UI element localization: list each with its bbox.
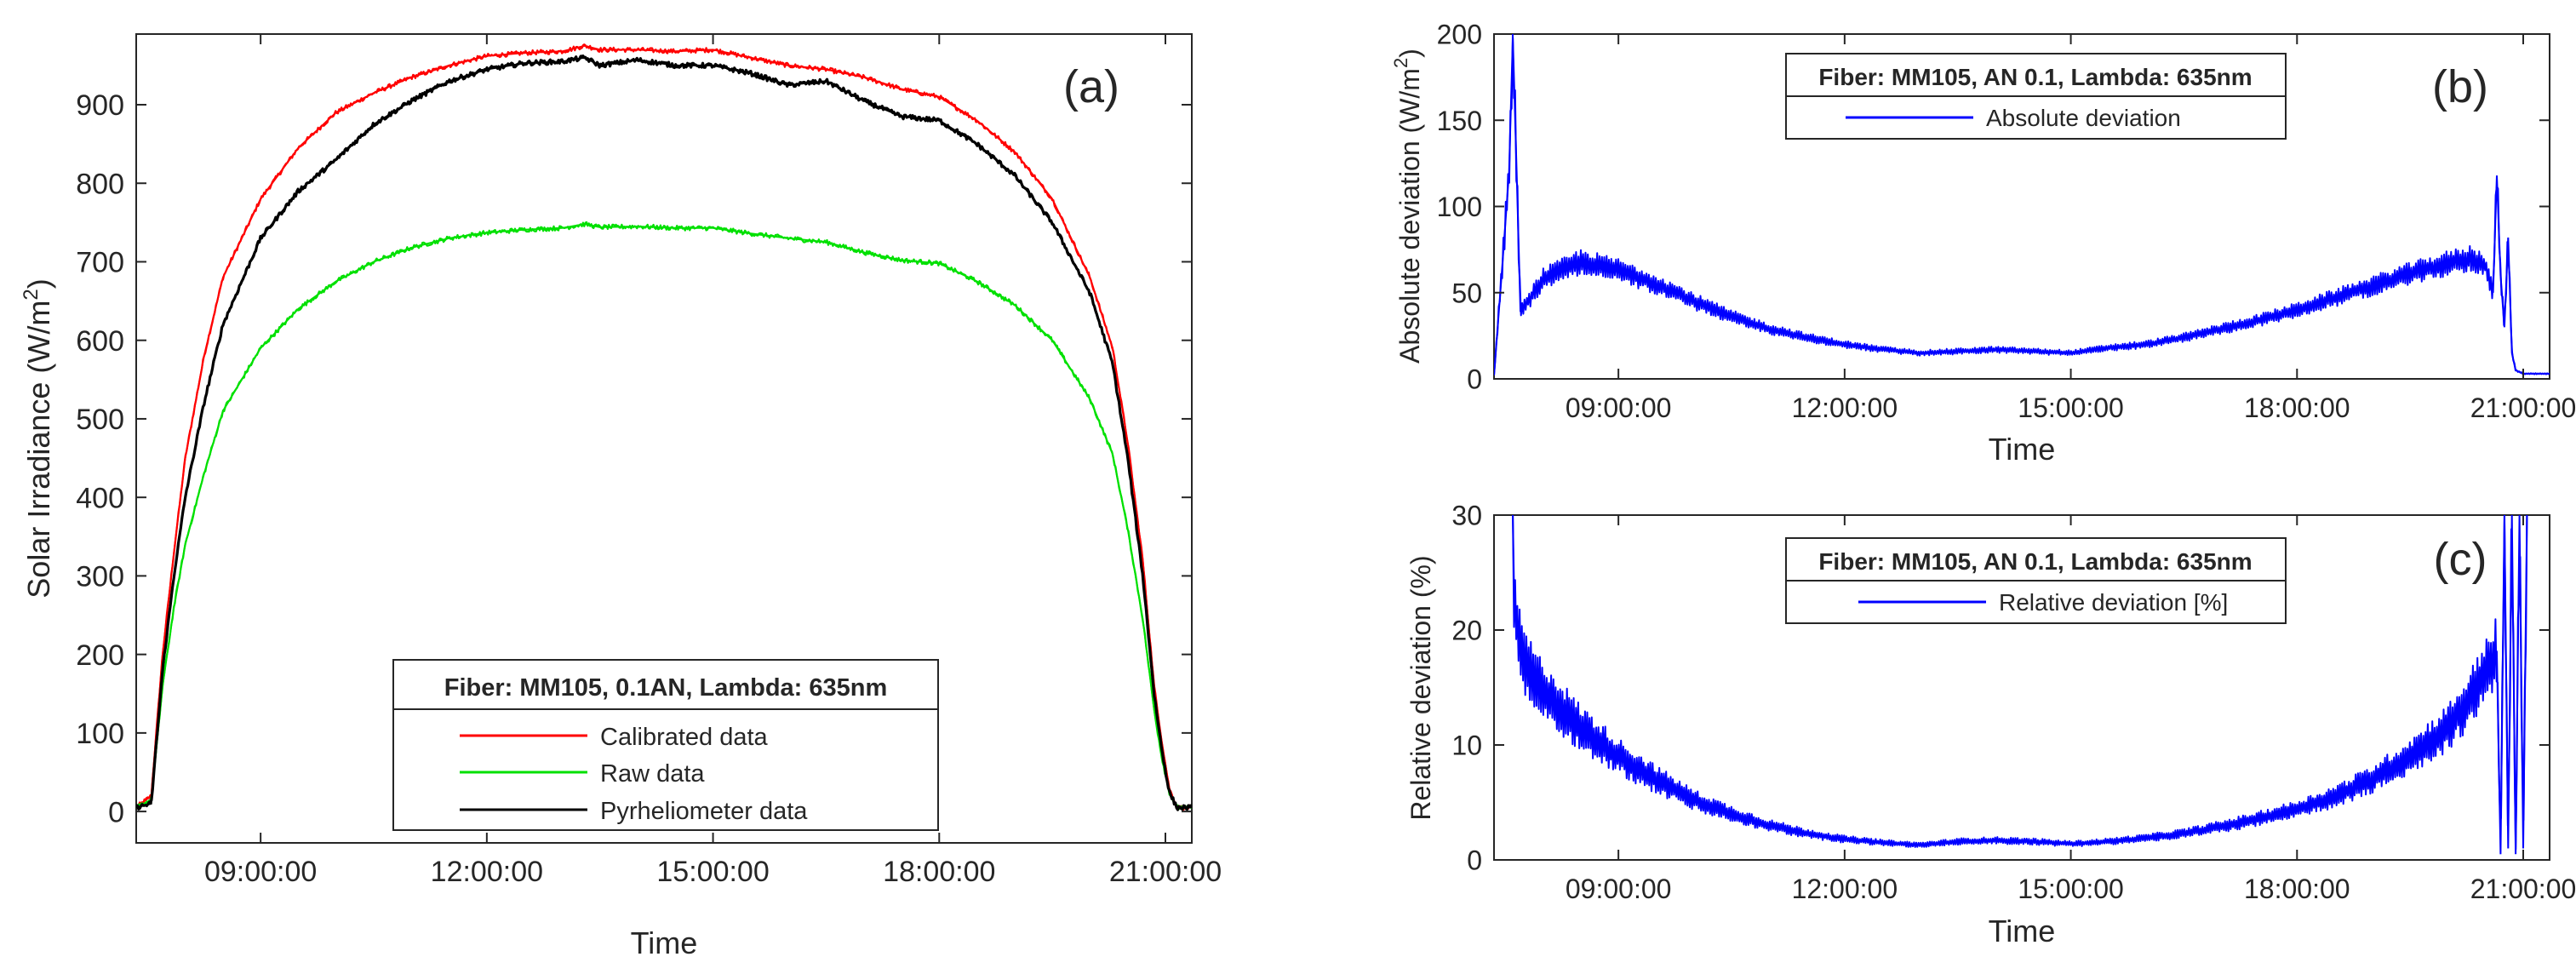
panel-b-legend-entry: Absolute deviation <box>1986 105 2181 131</box>
panel-b-xtick-label-3: 18:00:00 <box>2244 392 2350 423</box>
panel-a-legend: Fiber: MM105, 0.1AN, Lambda: 635nm Calib… <box>392 659 939 831</box>
panel-a-ytick-label-5: 500 <box>76 404 124 436</box>
panel-c-ylabel: Relative deviation (%) <box>1405 555 1436 820</box>
panel-c-xtick-label-4: 21:00:00 <box>2470 874 2576 904</box>
panel-a-ytick-label-3: 300 <box>76 561 124 593</box>
panel-a-series-knots-0 <box>136 44 1192 809</box>
panel-b-ylabel: Absolute deviation (W/m2) <box>1390 49 1425 364</box>
panel-b-ylabel-end: ) <box>1394 49 1425 58</box>
panel-c-ytick-label-1: 10 <box>1451 730 1482 761</box>
panel-a-legend-box <box>392 659 939 831</box>
panel-a-ylabel-main: Solar Irradiance (W/m <box>21 301 56 599</box>
panel-b-ytick-label-1: 50 <box>1451 278 1482 308</box>
panel-c-axes: 09:00:00 12:00:00 15:00:00 18:00:00 21:00:00… <box>1451 501 2576 904</box>
panel-b-ytick-label-2: 100 <box>1437 192 1482 222</box>
panel-b-xtick-label-0: 09:00:00 <box>1566 392 1672 423</box>
panel-a-xlabel: Time <box>631 925 698 960</box>
panel-a-legend-calibrated: Calibrated data <box>600 724 769 751</box>
panel-b-series-absolute-deviation <box>1494 34 2550 375</box>
panel-a-series-knots-1 <box>136 223 1192 809</box>
panel-a-ylabel: Solar Irradiance (W/m2) <box>20 278 56 598</box>
panel-a-series-knots-2 <box>136 56 1192 809</box>
panel-a-ytick-label-9: 900 <box>76 89 124 122</box>
panel-c-series-knots-0 <box>1512 515 2528 855</box>
panel-a-ytick-label-7: 700 <box>76 247 124 279</box>
panel-a-ylabel-end: ) <box>21 278 56 289</box>
panel-b-legend: Fiber: MM105, AN 0.1, Lambda: 635nm Abso… <box>1785 53 2287 140</box>
panel-a-ytick-label-8: 800 <box>76 168 124 200</box>
panel-b-axes: 09:00:00 12:00:00 15:00:00 18:00:00 21:00:00… <box>1437 20 2576 423</box>
panel-b-xtick-label-2: 15:00:00 <box>2018 392 2124 423</box>
panel-c-ylabel-main: Relative deviation (%) <box>1405 555 1436 820</box>
panel-c-xtick-label-0: 09:00:00 <box>1566 874 1672 904</box>
panel-c-series-layer <box>1512 515 2528 855</box>
panel-a-ytick-label-0: 0 <box>108 796 124 828</box>
panel-a-xtick-label-3: 18:00:00 <box>883 856 995 888</box>
panel-a-ytick-label-2: 200 <box>76 639 124 672</box>
panel-c-xlabel: Time <box>1989 914 2056 948</box>
panel-c-legend: Fiber: MM105, AN 0.1, Lambda: 635nm Rela… <box>1785 537 2287 624</box>
panel-a-axes: 09:00:00 12:00:00 15:00:00 18:00:00 21:00:00… <box>76 34 1222 888</box>
panel-c-xtick-label-3: 18:00:00 <box>2244 874 2350 904</box>
panel-b-xlabel: Time <box>1989 432 2056 467</box>
panel-c-xtick-label-1: 12:00:00 <box>1792 874 1898 904</box>
panel-b-xtick-label-4: 21:00:00 <box>2470 392 2576 423</box>
panel-c-ytick-label-3: 30 <box>1451 501 1482 531</box>
panel-a-legend-raw: Raw data <box>600 760 705 788</box>
panel-b-legend-title: Fiber: MM105, AN 0.1, Lambda: 635nm <box>1818 64 2252 90</box>
panel-a: 09:00:00 12:00:00 15:00:00 18:00:00 21:00:00… <box>20 33 1222 960</box>
panel-b-ytick-label-0: 0 <box>1467 364 1482 395</box>
panel-a-ytick-label-4: 400 <box>76 482 124 514</box>
panel-c-ytick-label-2: 20 <box>1451 616 1482 646</box>
panel-c-ytick-label-0: 0 <box>1467 845 1482 876</box>
panel-c: 09:00:00 12:00:00 15:00:00 18:00:00 21:00:00… <box>1405 501 2576 948</box>
panel-a-legend-pyrheliometer: Pyrheliometer data <box>600 798 808 825</box>
panel-a-xtick-label-4: 21:00:00 <box>1109 856 1222 888</box>
panel-c-label: (c) <box>2434 534 2487 585</box>
panel-b-series-layer <box>1494 34 2550 375</box>
panel-b-series-knots-0 <box>1494 37 2550 375</box>
panel-a-label: (a) <box>1063 61 1119 112</box>
panel-c-legend-title: Fiber: MM105, AN 0.1, Lambda: 635nm <box>1818 548 2252 575</box>
panel-c-series-relative-deviation <box>1512 515 2528 851</box>
panel-b: 09:00:00 12:00:00 15:00:00 18:00:00 21:00:00… <box>1390 20 2576 467</box>
panel-a-xtick-label-0: 09:00:00 <box>204 856 317 888</box>
panel-a-ytick-label-1: 100 <box>76 718 124 750</box>
panel-b-xtick-label-1: 12:00:00 <box>1792 392 1898 423</box>
panel-b-ylabel-sup: 2 <box>1390 58 1411 68</box>
panel-a-xtick-label-1: 12:00:00 <box>431 856 543 888</box>
panel-a-ytick-label-6: 600 <box>76 325 124 358</box>
panel-a-xtick-label-2: 15:00:00 <box>656 856 769 888</box>
panel-a-series-pyrheliometer-data <box>136 54 1192 811</box>
panel-a-legend-title: Fiber: MM105, 0.1AN, Lambda: 635nm <box>444 674 888 702</box>
panel-b-ytick-label-4: 200 <box>1437 20 1482 50</box>
panel-a-series-layer <box>136 43 1192 811</box>
panel-b-ytick-label-3: 150 <box>1437 106 1482 136</box>
panel-b-label: (b) <box>2432 61 2488 112</box>
panel-c-xtick-label-2: 15:00:00 <box>2018 874 2124 904</box>
panel-c-legend-entry: Relative deviation [%] <box>1999 589 2228 616</box>
panel-a-ylabel-sup: 2 <box>20 289 43 300</box>
panel-b-ylabel-main: Absolute deviation (W/m <box>1394 68 1425 364</box>
